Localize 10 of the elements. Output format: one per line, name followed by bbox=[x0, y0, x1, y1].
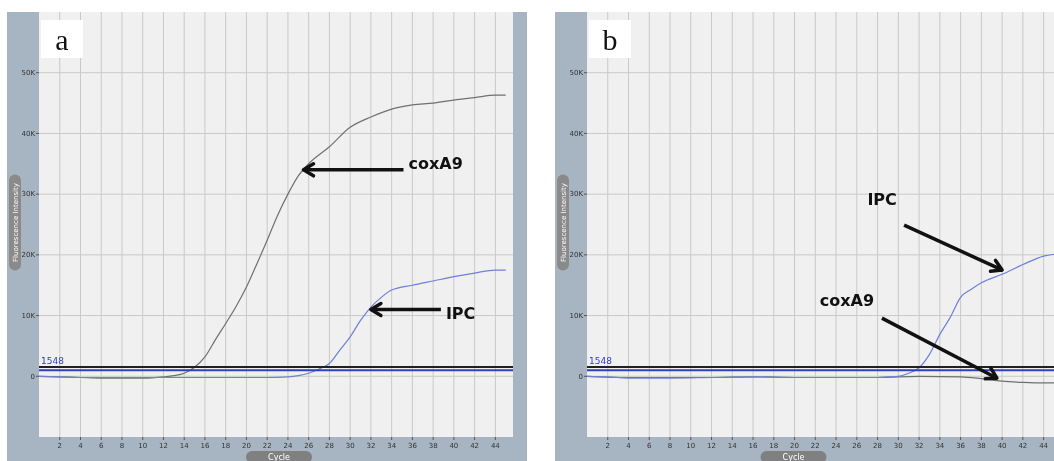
ref-line-label: 1548 bbox=[589, 355, 613, 366]
ref-line-label: 1548 bbox=[41, 355, 65, 366]
annotation: IPC bbox=[867, 189, 897, 209]
annotation: coxA9 bbox=[408, 154, 463, 174]
annotation: IPC bbox=[445, 304, 476, 323]
x-axis-title: Cycle bbox=[782, 453, 805, 461]
x-axis-title: Cycle bbox=[268, 453, 290, 461]
chart-title: b bbox=[602, 23, 618, 56]
chart-title: a bbox=[55, 23, 69, 56]
annotation: coxA9 bbox=[819, 290, 875, 310]
